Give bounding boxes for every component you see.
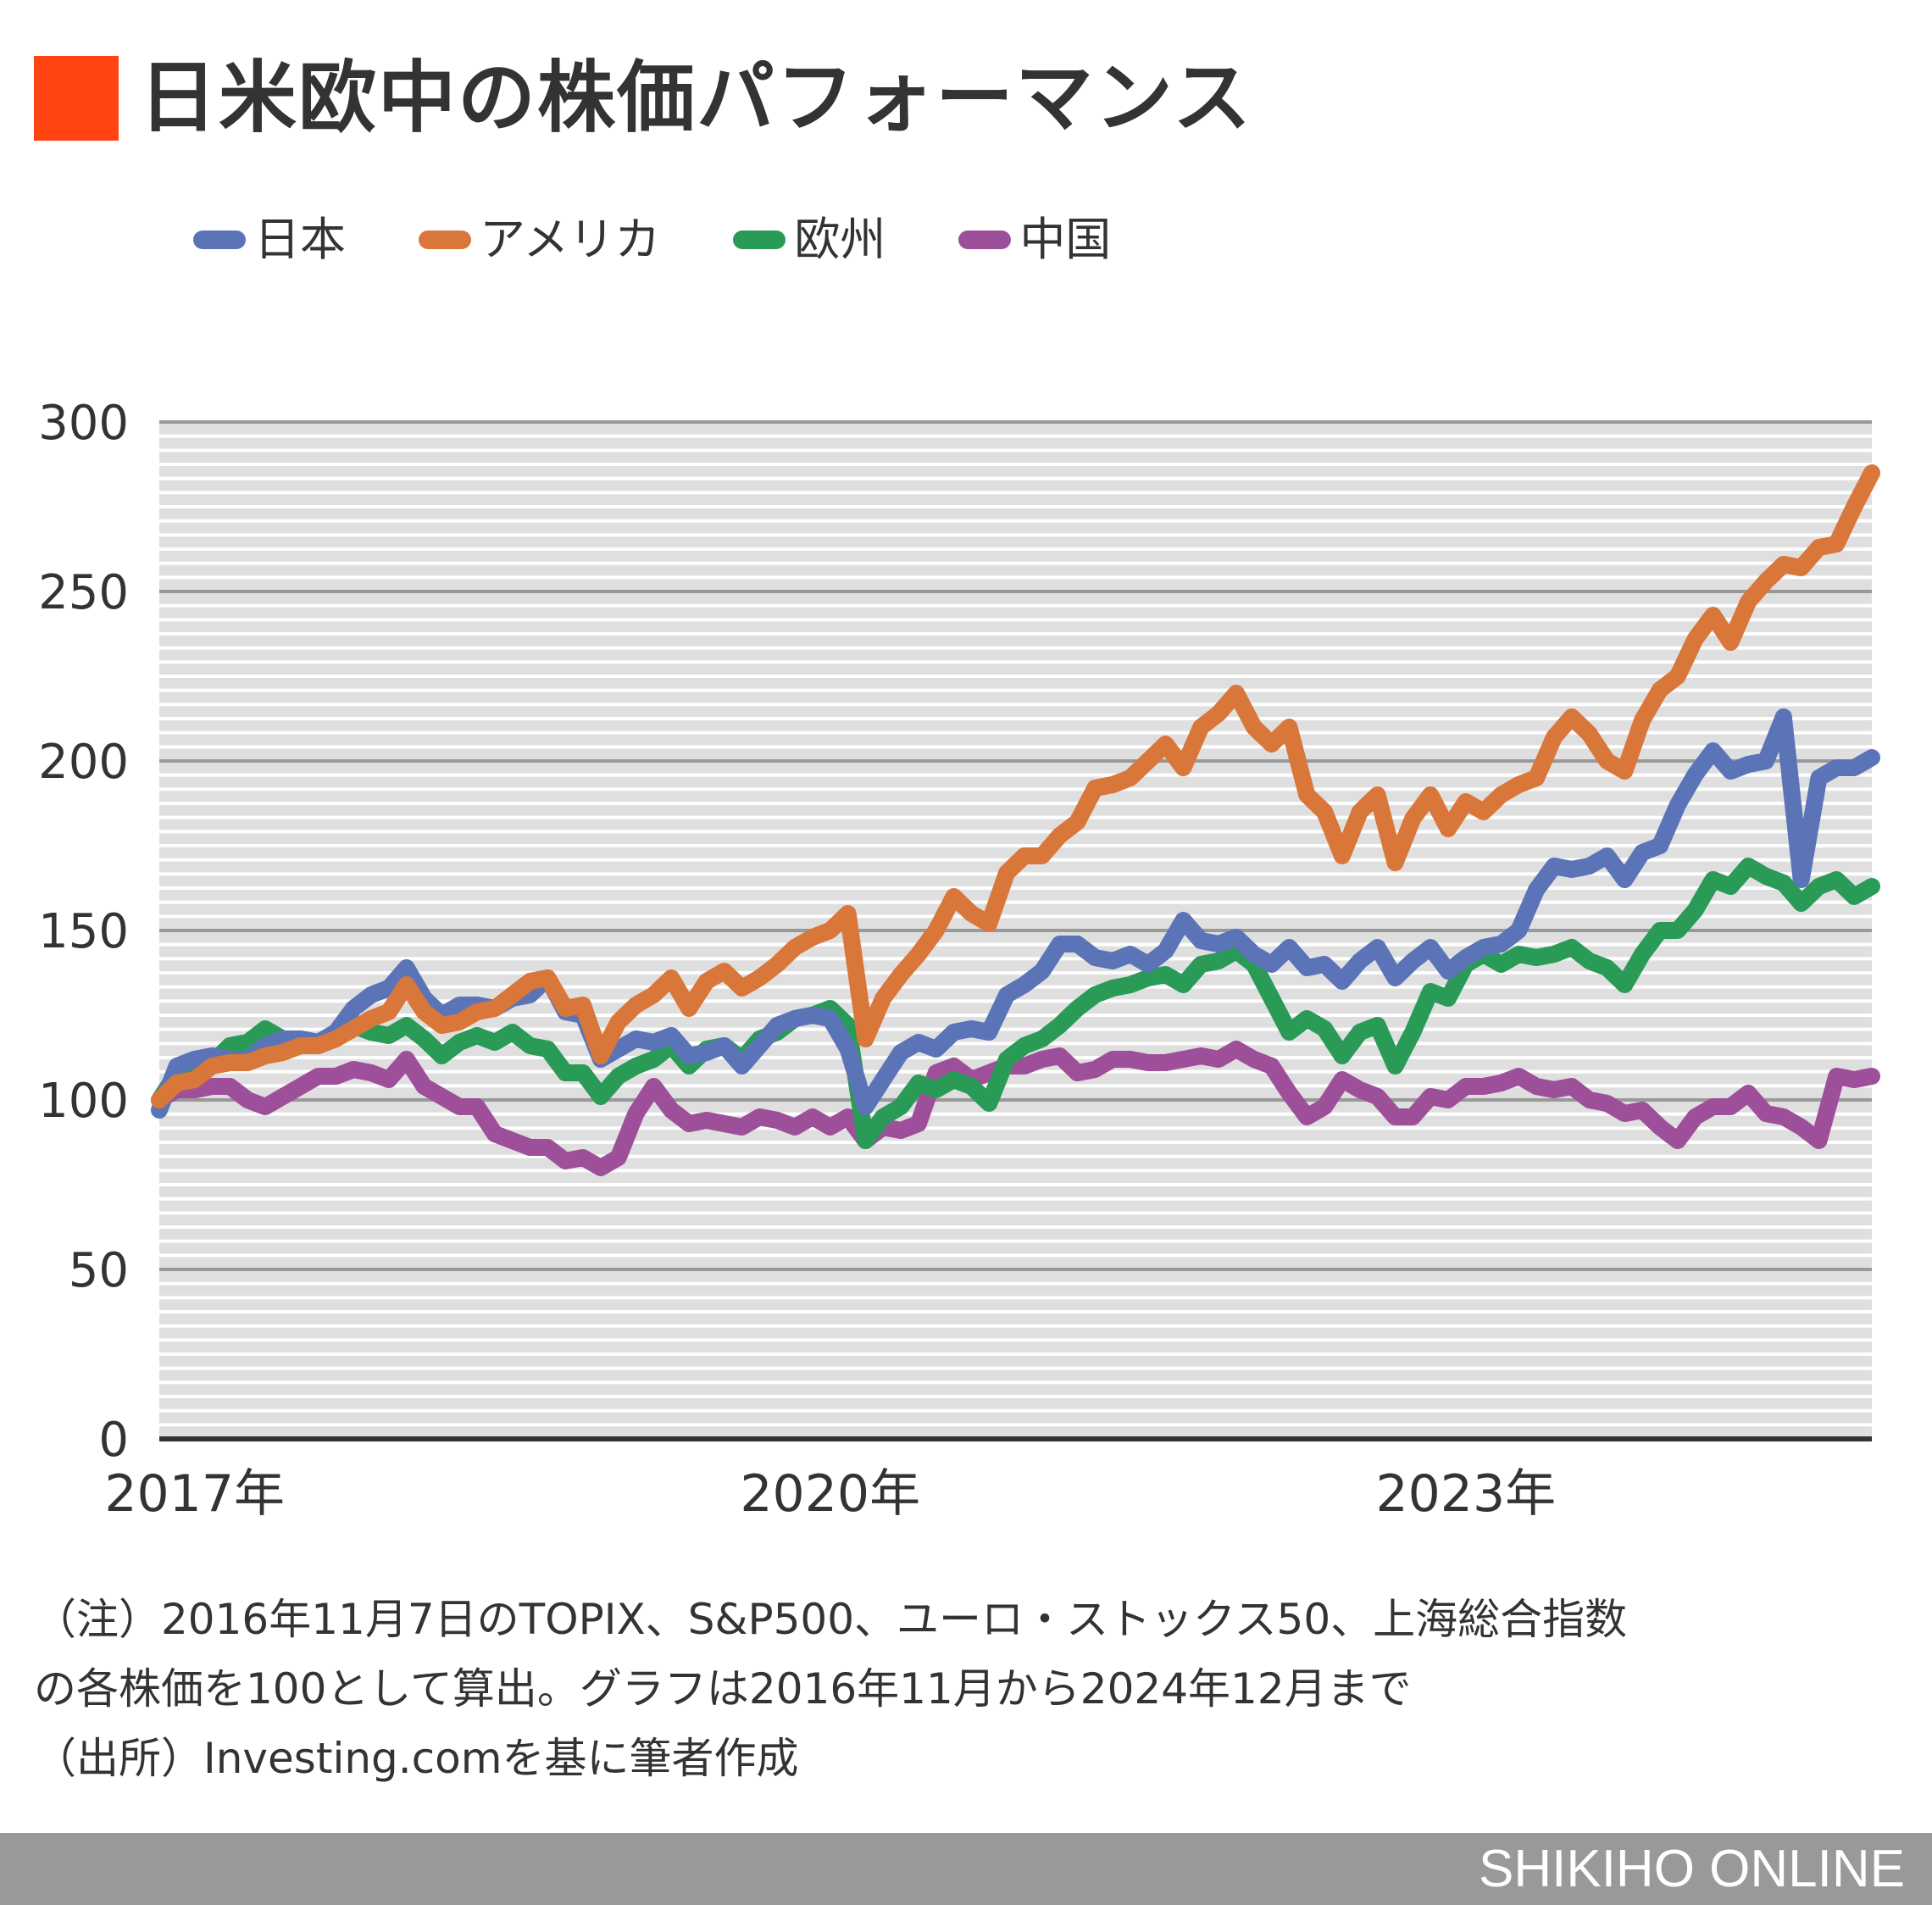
legend-label-europe: 欧州 [794,213,886,266]
major-gridline [159,759,1872,763]
y-tick-label: 100 [38,1074,129,1129]
legend-label-america: アメリカ [480,213,661,266]
major-gridline [159,929,1872,932]
source-line: （出所）Investing.comを基に筆者作成 [34,1734,799,1783]
y-axis: 0 50 100 150 200 250 300 [38,396,129,1468]
chart-title: 日米欧中の株価パフォーマンス [34,56,1252,141]
legend-swatch-china [958,230,1012,249]
chart-legend: 日本 アメリカ 欧州 中国 [193,210,1184,269]
brand-logo-text: SHIKIHO ONLINE [1479,1840,1905,1898]
y-tick-label: 0 [98,1413,129,1468]
note-line-1: （注）2016年11月7日のTOPIX、S&P500、ユーロ・ストックス50、上… [34,1595,1628,1644]
major-gridline [159,420,1872,424]
legend-item-europe: 欧州 [733,210,886,269]
y-tick-label: 250 [38,565,129,620]
x-axis-baseline [159,1436,1872,1441]
major-gridline [159,1098,1872,1102]
series-line-2 [151,858,1880,1149]
y-tick-label: 150 [38,904,129,959]
y-tick-label: 50 [69,1243,129,1298]
x-tick-label: 2023年 [1375,1464,1556,1524]
line-chart: 0 50 100 150 200 250 300 2017年 2020年 2023年 [38,396,1880,1524]
title-accent-square [34,56,119,141]
chart-notes: （注）2016年11月7日のTOPIX、S&P500、ユーロ・ストックス50、上… [34,1585,1907,1793]
note-line-2: の各株価を100として算出。グラフは2016年11月から2024年12月まで [34,1664,1412,1713]
major-gridline [159,590,1872,593]
legend-item-japan: 日本 [193,210,346,269]
x-axis: 2017年 2020年 2023年 [104,1436,1872,1524]
legend-label-china: 中国 [1019,213,1112,266]
series-line-0 [151,708,1880,1119]
series-lines [151,464,1880,1176]
series-line-1 [151,464,1880,1108]
page-title: 日米欧中の株価パフォーマンス [139,53,1253,143]
legend-swatch-europe [733,230,786,249]
y-tick-label: 200 [38,735,129,790]
legend-swatch-america [419,230,471,249]
footer-bar: SHIKIHO ONLINE [0,1833,1932,1905]
legend-label-japan: 日本 [254,213,346,266]
series-line-3 [151,1041,1880,1176]
legend-swatch-japan [193,230,246,249]
x-tick-label: 2017年 [104,1464,285,1524]
plot-area-background [159,420,1872,1441]
legend-item-america: アメリカ [419,210,660,269]
major-gridline [159,1268,1872,1271]
legend-item-china: 中国 [958,210,1111,269]
y-tick-label: 300 [38,396,129,451]
x-tick-label: 2020年 [740,1464,920,1524]
